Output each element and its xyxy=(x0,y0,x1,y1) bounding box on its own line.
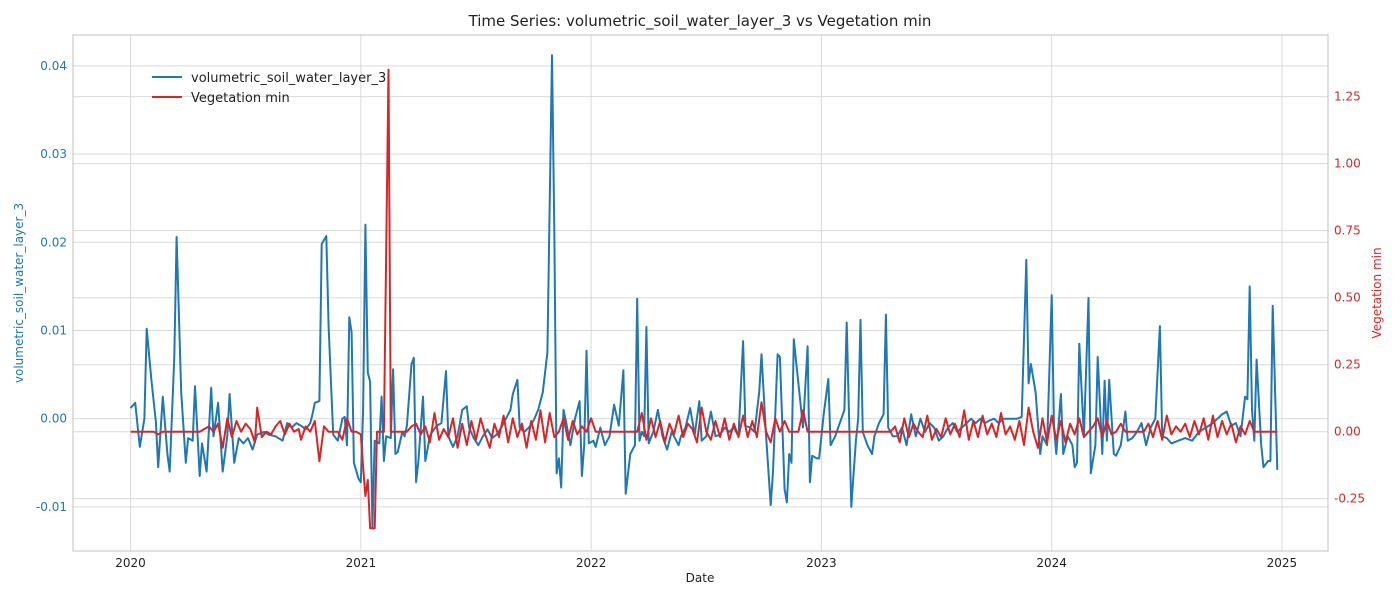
plot-frame xyxy=(72,34,1329,552)
chart-title: Time Series: volumetric_soil_water_layer… xyxy=(468,12,932,31)
series-line-volumetric-soil-water-layer-3 xyxy=(129,54,1279,529)
series-lines xyxy=(129,54,1279,530)
y-right-tick-label: 0.50 xyxy=(1334,291,1361,305)
y-left-tick-label: -0.01 xyxy=(36,500,67,514)
x-tick-label: 2023 xyxy=(806,556,837,570)
y-right-tick-label: 1.00 xyxy=(1334,157,1361,171)
y-left-tick-label: 0.04 xyxy=(40,59,67,73)
y-right-tick-label: 1.25 xyxy=(1334,90,1361,104)
y-left-tick-label: 0.01 xyxy=(40,323,67,337)
x-tick-label: 2025 xyxy=(1267,556,1298,570)
y-right-tick-label: -0.25 xyxy=(1334,492,1365,506)
y-left-tick-label: 0.02 xyxy=(40,235,67,249)
tick-labels: 2020 2021 2022 2023 2024 2025 -0.01 0.00 0.01 0.0… xyxy=(36,59,1365,570)
y-right-tick-label: 0.25 xyxy=(1334,358,1361,372)
x-axis-label: Date xyxy=(686,571,715,585)
x-tick-label: 2022 xyxy=(576,556,607,570)
y-left-tick-label: 0.00 xyxy=(40,412,67,426)
y-axis-label-right: Vegetation min xyxy=(1370,247,1384,338)
legend: volumetric_soil_water_layer_3 Vegetation… xyxy=(152,71,386,106)
y-left-tick-label: 0.03 xyxy=(40,147,67,161)
legend-label-vegetation-min: Vegetation min xyxy=(191,91,290,106)
x-tick-label: 2021 xyxy=(346,556,377,570)
legend-label-volumetric-soil-water-layer-3: volumetric_soil_water_layer_3 xyxy=(191,71,386,86)
y-axis-label-left: volumetric_soil_water_layer_3 xyxy=(12,203,26,383)
x-tick-label: 2020 xyxy=(115,556,146,570)
x-tick-label: 2024 xyxy=(1036,556,1067,570)
y-right-tick-label: 0.75 xyxy=(1334,224,1361,238)
y-right-tick-label: 0.00 xyxy=(1334,425,1361,439)
series-line-vegetation-min xyxy=(130,68,1278,530)
